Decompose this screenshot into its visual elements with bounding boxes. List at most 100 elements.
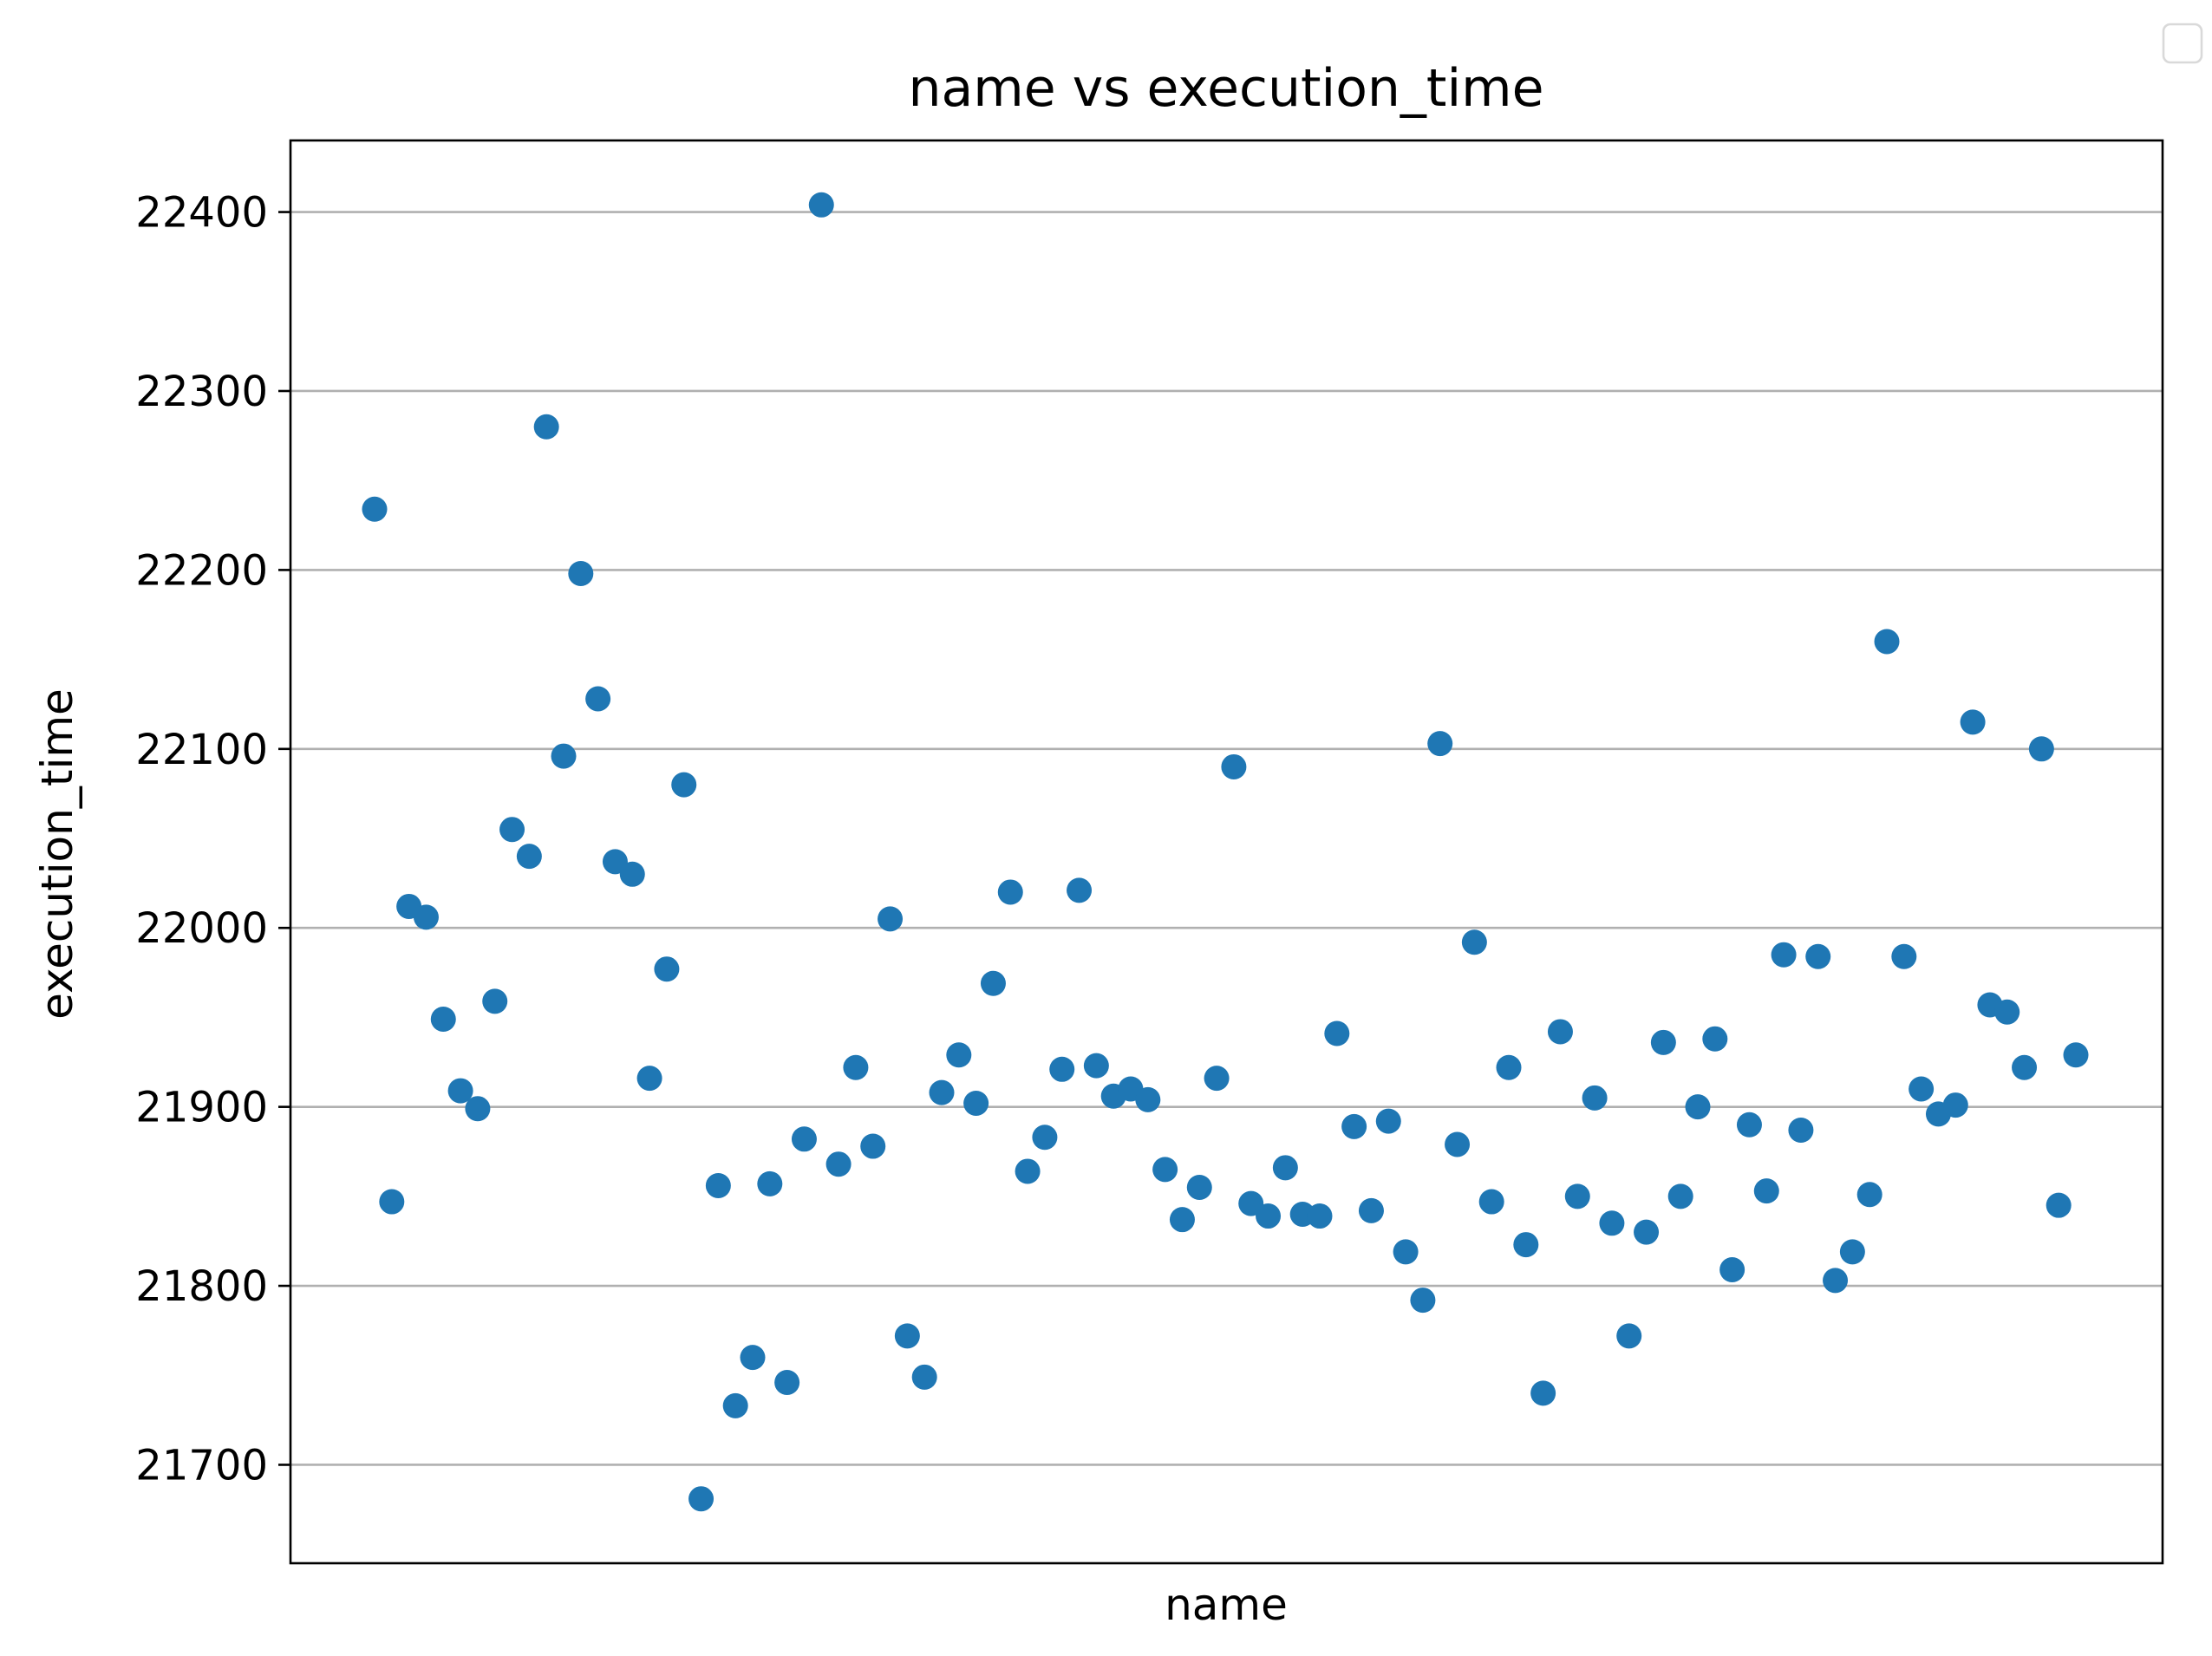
data-point	[1616, 1323, 1642, 1349]
data-point	[1513, 1232, 1539, 1258]
data-point	[379, 1189, 405, 1215]
data-point	[1788, 1117, 1814, 1143]
data-point	[1771, 942, 1797, 968]
data-point	[2063, 1042, 2089, 1068]
data-point	[980, 970, 1006, 996]
data-point	[1736, 1112, 1762, 1138]
data-point	[1032, 1125, 1058, 1151]
data-point	[1049, 1056, 1075, 1082]
data-point	[1461, 929, 1487, 955]
chart-title: name vs execution_time	[908, 58, 1543, 119]
x-axis-label: name	[1165, 1580, 1288, 1630]
data-point	[1599, 1210, 1625, 1236]
data-point	[843, 1054, 869, 1080]
data-point	[1530, 1380, 1556, 1406]
data-point	[1445, 1131, 1471, 1157]
data-point	[946, 1042, 972, 1068]
data-point	[1874, 629, 1900, 655]
data-point	[894, 1323, 920, 1349]
data-point	[585, 686, 611, 712]
y-axis-label: execution_time	[32, 688, 82, 1020]
data-point	[2028, 736, 2054, 762]
data-point	[516, 844, 542, 870]
data-point	[825, 1151, 852, 1177]
data-point	[1805, 943, 1831, 969]
data-point	[1667, 1183, 1693, 1209]
data-point	[1994, 999, 2020, 1025]
data-point	[654, 956, 680, 982]
data-point	[1942, 1092, 1968, 1118]
data-point	[636, 1066, 662, 1092]
data-point	[1256, 1203, 1282, 1229]
data-point	[499, 817, 525, 843]
data-point	[878, 906, 904, 932]
y-tick-label: 21800	[135, 1262, 268, 1311]
scatter-points	[362, 192, 2089, 1512]
data-point	[1564, 1183, 1590, 1209]
data-point	[1823, 1268, 1849, 1294]
data-point	[1478, 1189, 1504, 1215]
y-tick-label: 22100	[135, 726, 268, 774]
data-point	[1135, 1086, 1161, 1112]
data-point	[1685, 1094, 1711, 1120]
data-point	[447, 1078, 473, 1104]
data-point	[1221, 753, 1247, 779]
data-point	[1702, 1026, 1728, 1052]
plot-area-frame	[289, 139, 2164, 1565]
data-point	[1204, 1066, 1230, 1092]
data-point	[740, 1345, 766, 1371]
data-point	[362, 496, 388, 522]
data-point	[929, 1079, 955, 1105]
data-point	[1960, 709, 1986, 735]
data-point	[1393, 1239, 1419, 1265]
data-point	[1169, 1207, 1195, 1233]
data-point	[774, 1370, 800, 1396]
y-tick-label: 22300	[135, 368, 268, 416]
data-point	[860, 1133, 886, 1159]
data-point	[1839, 1239, 1865, 1265]
data-point	[1152, 1157, 1178, 1183]
data-point	[911, 1364, 937, 1390]
y-tick-label: 21900	[135, 1084, 268, 1132]
data-point	[705, 1172, 731, 1198]
data-point	[688, 1486, 714, 1512]
data-point	[533, 414, 559, 440]
data-point	[1650, 1029, 1676, 1055]
y-tick-label: 21700	[135, 1441, 268, 1490]
data-point	[808, 192, 834, 218]
data-point	[482, 988, 508, 1014]
data-point	[1067, 877, 1093, 903]
data-point	[1891, 943, 1917, 969]
data-point	[1719, 1256, 1745, 1282]
data-point	[1358, 1197, 1384, 1223]
data-point	[997, 879, 1023, 905]
data-point	[1582, 1085, 1608, 1111]
data-point	[465, 1096, 491, 1122]
data-point	[1272, 1155, 1298, 1181]
data-point	[1547, 1019, 1573, 1045]
data-point	[568, 561, 594, 587]
y-gridlines	[290, 211, 2163, 1466]
data-point	[1324, 1020, 1350, 1046]
data-point	[2046, 1192, 2072, 1218]
data-point	[1753, 1178, 1779, 1204]
data-point	[1634, 1219, 1660, 1245]
data-point	[2012, 1054, 2038, 1080]
data-point	[1856, 1182, 1882, 1208]
data-point	[1909, 1076, 1935, 1102]
data-point	[1341, 1113, 1367, 1139]
data-point	[722, 1392, 748, 1418]
data-point	[1496, 1054, 1522, 1080]
y-tick-label: 22400	[135, 189, 268, 238]
data-point	[1410, 1288, 1436, 1314]
data-point	[963, 1091, 989, 1117]
data-point	[551, 743, 577, 769]
data-point	[671, 772, 697, 798]
data-point	[1375, 1108, 1401, 1134]
y-tick-label: 22000	[135, 904, 268, 953]
data-point	[413, 904, 439, 930]
data-point	[1083, 1053, 1109, 1079]
y-tick-label: 22200	[135, 546, 268, 595]
